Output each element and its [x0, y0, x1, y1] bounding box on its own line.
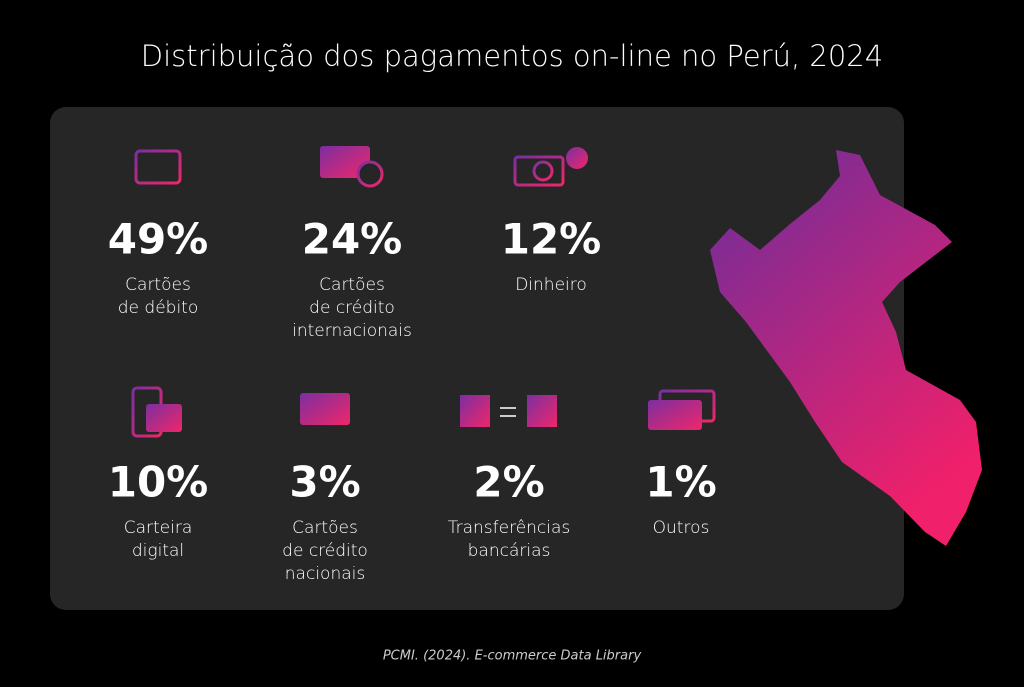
label: de débito [118, 298, 198, 318]
label: bancárias [468, 541, 551, 561]
label: de crédito [282, 541, 368, 561]
panel [50, 107, 904, 610]
source: PCMI. (2024). E-commerce Data Library [383, 649, 642, 664]
percentage: 1% [645, 458, 716, 507]
percentage: 49% [108, 215, 209, 264]
label: de crédito [309, 298, 395, 318]
label: Cartões [125, 275, 191, 295]
label: internacionais [292, 321, 412, 341]
label: digital [132, 541, 184, 561]
label: Carteira [124, 518, 193, 538]
percentage: 2% [473, 458, 544, 507]
label: Cartões [319, 275, 385, 295]
percentage: 24% [302, 215, 403, 264]
icons [131, 146, 716, 438]
percentage: 12% [501, 215, 602, 264]
percentage: 3% [289, 458, 360, 507]
title: Distribuição dos pagamentos on-line no P… [141, 39, 883, 73]
peru-map [710, 150, 982, 546]
label: Cartões [292, 518, 358, 538]
label: Transferências [448, 518, 571, 538]
label: Dinheiro [515, 275, 587, 295]
items: 49% Cartões de débito 24% Cartões de crédito i… [108, 215, 717, 585]
label: Outros [653, 518, 710, 538]
percentage: 10% [108, 458, 209, 507]
label: nacionais [285, 564, 365, 584]
